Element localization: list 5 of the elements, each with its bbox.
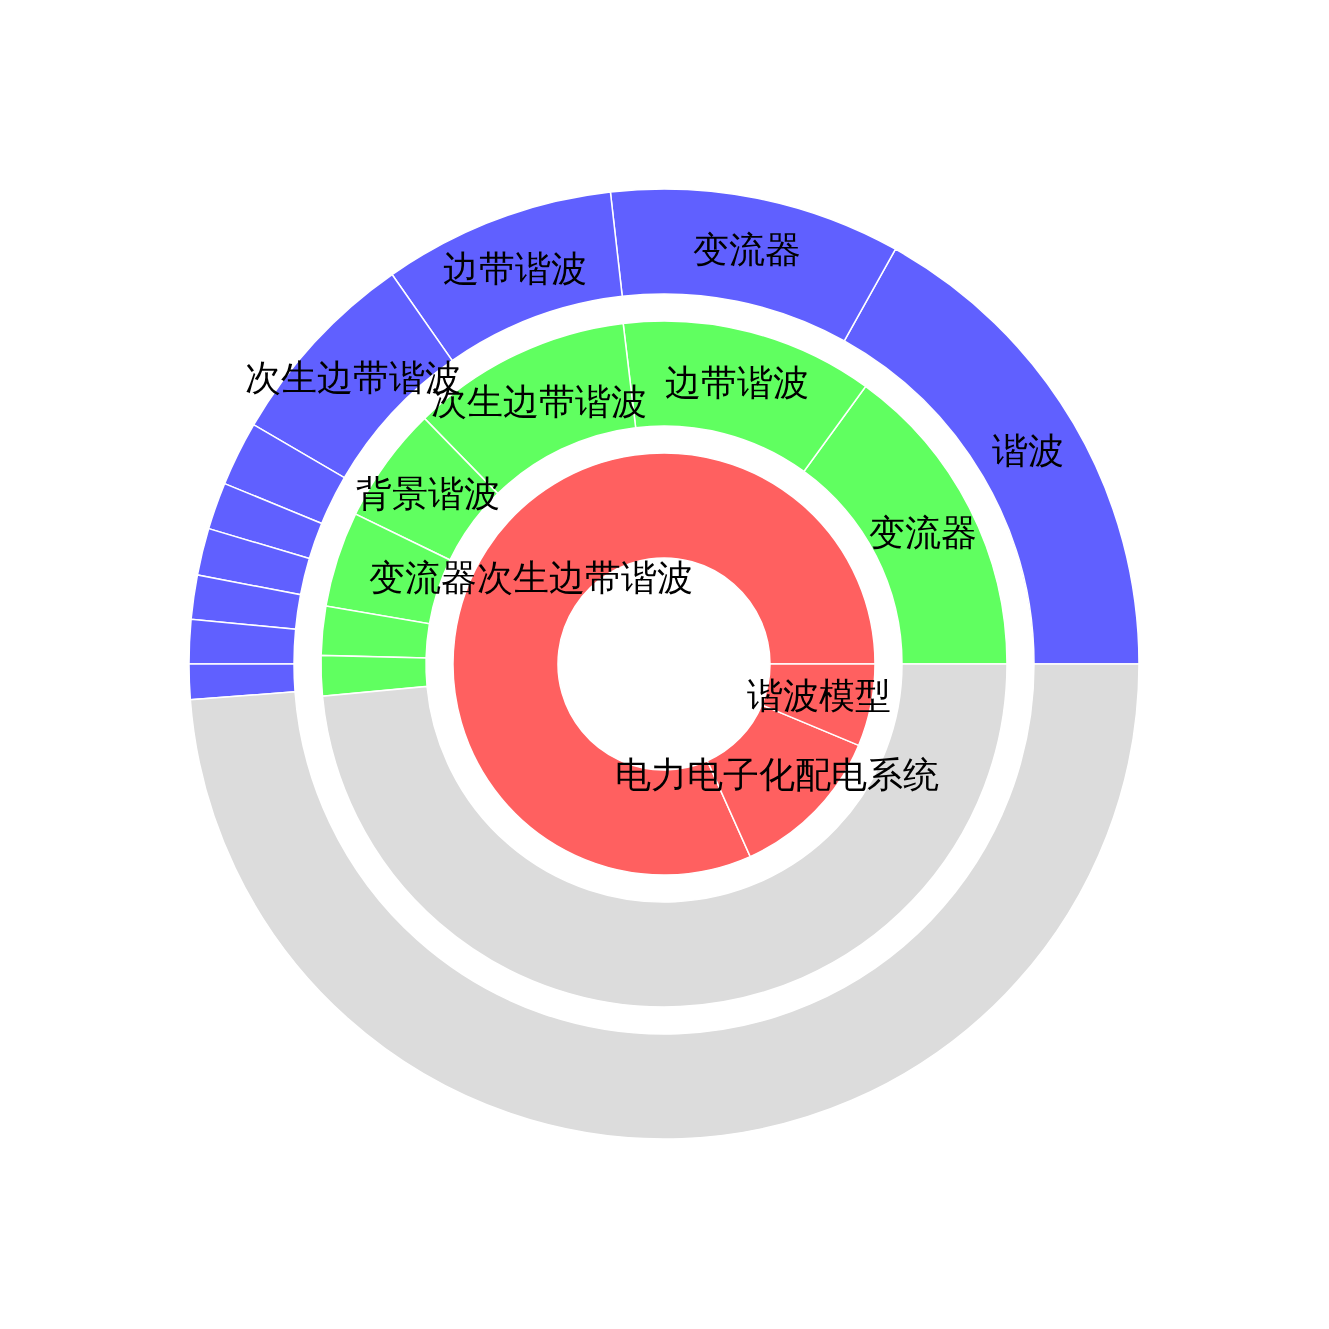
slice-label: 谐波 xyxy=(992,429,1065,471)
slice-label: 边带谐波 xyxy=(442,248,587,290)
slice-label: 变流器 xyxy=(693,229,802,271)
slice-label: 变流器 xyxy=(868,511,977,553)
slice-label: 边带谐波 xyxy=(665,362,810,404)
